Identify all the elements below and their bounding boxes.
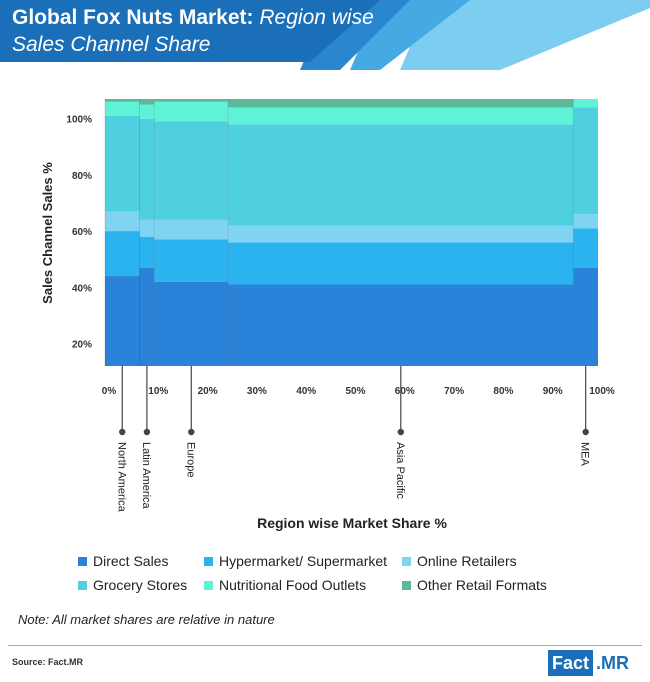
- segment-0-2: [105, 211, 140, 232]
- segment-1-5: [139, 99, 155, 105]
- y-tick-label: 60%: [72, 227, 92, 238]
- title-bold: Global Fox Nuts Market:: [12, 6, 254, 29]
- segment-4-0: [573, 267, 598, 366]
- legend-item: Nutritional Food Outlets: [204, 577, 402, 593]
- segment-2-4: [154, 101, 229, 122]
- segment-1-4: [139, 104, 155, 119]
- x-tick-label: 20%: [198, 386, 218, 397]
- legend-item: Other Retail Formats: [402, 577, 572, 593]
- region-markers: North America Latin America Europe Asia Pac…: [115, 366, 591, 513]
- segment-1-3: [139, 118, 155, 220]
- segment-2-5: [154, 99, 229, 102]
- y-axis-ticks: 20% 40% 60% 80% 100%: [66, 115, 92, 351]
- chart: 20% 40% 60% 80% 100% 0% 10% 20% 30% 40% 50% 60% 70%…: [40, 99, 615, 531]
- legend-item: Hypermarket/ Supermarket: [204, 553, 402, 569]
- footer-divider: [8, 645, 642, 646]
- segment-4-3: [573, 107, 598, 215]
- segment-3-5: [228, 99, 574, 108]
- header-stripe-3: [400, 0, 650, 70]
- x-tick-label: 10%: [148, 386, 168, 397]
- legend-item: Online Retailers: [402, 553, 572, 569]
- segment-0-4: [105, 101, 140, 116]
- segment-4-4: [573, 99, 598, 108]
- segment-1-1: [139, 236, 155, 268]
- region-marker-dot: [143, 428, 151, 436]
- x-tick-label: 90%: [543, 386, 563, 397]
- segment-1-0: [139, 267, 155, 366]
- segment-4-1: [573, 228, 598, 268]
- page-title: Global Fox Nuts Market: Region wise Sale…: [12, 4, 374, 58]
- x-axis-label: Region wise Market Share %: [257, 515, 447, 531]
- region-label: Asia Pacific: [394, 442, 406, 499]
- x-tick-label: 50%: [345, 386, 365, 397]
- source: Source: Fact.MR: [12, 657, 84, 667]
- region-label: North America: [115, 442, 127, 513]
- segment-2-2: [154, 219, 229, 240]
- segment-0-1: [105, 231, 140, 277]
- region-marker-dot: [397, 428, 404, 436]
- legend-label: Online Retailers: [417, 553, 517, 569]
- segment-2-1: [154, 239, 229, 282]
- factmr-logo: Fact .MR: [548, 650, 640, 676]
- segment-0-3: [105, 115, 140, 212]
- x-tick-label: 100%: [589, 386, 615, 397]
- segment-3-0: [228, 284, 574, 366]
- y-tick-label: 80%: [72, 171, 92, 182]
- header-background: [0, 0, 380, 62]
- chart-segments: [104, 99, 598, 366]
- legend-label: Grocery Stores: [93, 577, 188, 593]
- x-tick-label: 60%: [395, 386, 415, 397]
- legend-swatch: [78, 580, 87, 590]
- title-line2: Sales Channel Share: [12, 33, 211, 56]
- title-italic: Region wise: [259, 6, 374, 29]
- legend-item: Direct Sales: [78, 553, 204, 569]
- legend-swatch: [204, 556, 213, 566]
- legend-item: Grocery Stores: [78, 577, 204, 593]
- x-tick-label: 80%: [493, 386, 513, 397]
- segment-0-5: [105, 99, 140, 102]
- header-band: [0, 0, 650, 70]
- x-tick-label: 70%: [444, 386, 464, 397]
- x-tick-label: 0%: [102, 386, 117, 397]
- segment-2-0: [154, 281, 229, 366]
- legend-label: Nutritional Food Outlets: [219, 577, 367, 593]
- x-tick-label: 40%: [296, 386, 316, 397]
- segment-2-3: [154, 121, 229, 220]
- logo-part1: Fact: [548, 650, 594, 676]
- legend-swatch: [402, 556, 411, 566]
- legend-swatch: [78, 556, 87, 566]
- segment-3-3: [228, 124, 574, 226]
- segment-1-2: [139, 219, 155, 237]
- legend-swatch: [402, 580, 411, 590]
- segment-3-1: [228, 242, 574, 285]
- region-label: Latin America: [140, 442, 152, 510]
- y-axis-label: Sales Channel Sales %: [40, 162, 55, 304]
- segment-3-4: [228, 107, 574, 125]
- segment-0-0: [105, 276, 140, 366]
- y-tick-label: 20%: [72, 340, 92, 351]
- region-marker-dot: [188, 428, 195, 436]
- legend-label: Direct Sales: [93, 553, 169, 569]
- region-marker-dot: [119, 428, 126, 436]
- region-label: Europe: [184, 442, 196, 477]
- legend-label: Hypermarket/ Supermarket: [219, 553, 388, 569]
- x-axis-ticks: 0% 10% 20% 30% 40% 50% 60% 70% 80% 90% 100%: [102, 386, 615, 397]
- y-tick-label: 40%: [72, 283, 92, 294]
- legend-label: Other Retail Formats: [417, 577, 547, 593]
- segment-4-2: [573, 214, 598, 229]
- region-label: MEA: [579, 442, 591, 467]
- x-tick-label: 30%: [247, 386, 267, 397]
- y-tick-label: 100%: [66, 115, 92, 126]
- legend-swatch: [204, 580, 213, 590]
- legend: Direct Sales Hypermarket/ Supermarket Onli…: [78, 553, 598, 593]
- logo-part2: .MR: [596, 652, 630, 673]
- region-marker-dot: [582, 428, 589, 436]
- note: Note: All market shares are relative in …: [18, 612, 275, 627]
- segment-3-2: [228, 225, 574, 243]
